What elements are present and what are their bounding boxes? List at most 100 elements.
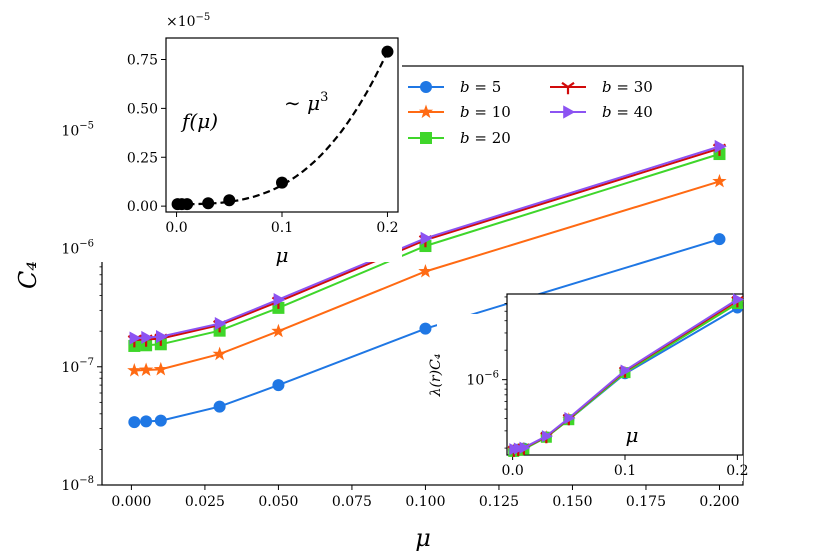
inset-a-background: [96, 12, 402, 262]
inset-a-xlabel: μ: [276, 243, 289, 267]
inset-a-ytick-label: 0.75: [127, 53, 158, 69]
annotation-base: μ: [307, 91, 320, 115]
legend-label-4: b = 40: [602, 103, 653, 121]
inset-a-annotation: ∼ μ3: [284, 90, 328, 115]
legend-label-2: b = 20: [460, 129, 511, 147]
legend-value: 40: [634, 103, 653, 121]
main-ytick-label-exp: −8: [79, 475, 94, 486]
legend-var: b: [460, 103, 470, 121]
legend-marker-0: [420, 81, 432, 93]
main-xtick-label: 0.025: [185, 494, 225, 510]
legend-marker-2: [420, 132, 432, 144]
inset-a-ylabel: f(μ): [180, 109, 218, 133]
main-series-0: [128, 233, 726, 429]
main-series-point-4: [141, 330, 154, 345]
main-ytick-label-base: 10: [61, 360, 79, 376]
inset-b-series-point-4: [564, 412, 576, 425]
offset-base: ×10: [166, 14, 196, 30]
main-series-point-0: [128, 416, 141, 429]
main-ytick-label-base: 10: [61, 123, 79, 139]
legend-var: b: [602, 78, 612, 96]
legend-value: 5: [492, 78, 502, 96]
main-series-point-0: [713, 233, 726, 246]
main-xtick-label: 0.075: [332, 494, 372, 510]
inset-a-xtick-label: 0.1: [271, 220, 293, 236]
main-series-point-0: [419, 322, 432, 335]
legend-marker-1: [418, 104, 434, 119]
legend-eq: =: [470, 103, 492, 121]
legend-label-0: b = 5: [460, 78, 501, 96]
annotation-prefix: ∼: [284, 91, 307, 115]
main-series-point-0: [213, 400, 226, 413]
main-series-point-1: [212, 346, 227, 361]
inset-a-offset-text: ×10−5: [166, 12, 210, 30]
inset-b-label-background: [437, 314, 505, 434]
inset-b-xtick-label: 0.2: [726, 463, 748, 479]
inset-b-xlabel: μ: [626, 423, 639, 447]
inset-a-point: [202, 197, 215, 210]
main-xtick-label: 0.000: [111, 494, 151, 510]
main-series-point-4: [714, 139, 727, 154]
legend-marker-3: [561, 81, 575, 95]
main-ytick-label: 10−6: [61, 239, 94, 258]
legend-eq: =: [470, 78, 492, 96]
legend-marker-4: [563, 105, 576, 119]
inset-b-xtick-label: 0.1: [614, 463, 636, 479]
main-series-point-4: [156, 329, 169, 344]
main-series-point-1: [712, 173, 727, 188]
inset-b-series-4: [509, 293, 744, 456]
inset-b-ylabel: λ(r)C₄: [428, 353, 444, 397]
offset-exp: −5: [196, 12, 211, 23]
legend-var: b: [460, 129, 470, 147]
legend-value: 10: [492, 103, 511, 121]
main-axes-frame: [101, 65, 744, 486]
inset-a-point: [223, 194, 236, 207]
main-xtick-label: 0.150: [552, 494, 592, 510]
main-series-point-1: [139, 362, 154, 376]
main-series-point-4: [129, 331, 142, 345]
main-ytick-label: 10−8: [61, 475, 94, 494]
main-ytick-label-exp: −5: [79, 120, 94, 131]
legend-eq: =: [470, 129, 492, 147]
main-ytick-label: 10−7: [61, 357, 94, 376]
main-xtick-label: 0.175: [626, 494, 666, 510]
main-series-point-1: [153, 361, 168, 376]
main-series-4: [129, 139, 727, 345]
legend-var: b: [602, 103, 612, 121]
inset-a-point: [181, 198, 194, 211]
inset-a-xtick-label: 0.0: [165, 220, 187, 236]
main-ytick-label-exp: −6: [79, 239, 94, 250]
main-series-point-1: [127, 363, 142, 377]
inset-a-point: [276, 176, 288, 189]
legend-value: 20: [492, 129, 511, 147]
inset-a-point: [381, 45, 394, 58]
main-series-1: [127, 173, 727, 377]
legend-label-1: b = 10: [460, 103, 511, 121]
inset-b-ytick-label: 10−6: [466, 370, 499, 389]
legend-value: 30: [634, 78, 653, 96]
main-series-point-0: [154, 414, 167, 427]
main-ytick-label-base: 10: [61, 478, 79, 494]
inset-b-series-point-4: [620, 364, 632, 377]
inset-a-ytick-label: 0.25: [127, 150, 158, 166]
main-xtick-label: 0.100: [405, 494, 445, 510]
main-ytick-label: 10−5: [61, 120, 94, 139]
main-series-point-0: [140, 415, 153, 428]
main-xtick-label: 0.125: [479, 494, 519, 510]
main-ytick-label-base: 10: [61, 242, 79, 258]
main-xtick-label: 0.050: [258, 494, 298, 510]
legend-label-3: b = 30: [602, 78, 653, 96]
main-series-point-4: [273, 292, 286, 307]
inset-b-series-point-4: [541, 430, 553, 443]
annotation-exp: 3: [320, 90, 328, 105]
main-series-point-0: [272, 379, 285, 392]
legend-var: b: [460, 78, 470, 96]
legend-eq: =: [612, 78, 634, 96]
main-ylabel: C₄: [14, 261, 42, 289]
main-xlabel: μ: [415, 524, 431, 552]
main-series-point-1: [418, 264, 433, 278]
inset-b-series-point-4: [732, 293, 744, 306]
legend-eq: =: [612, 103, 634, 121]
main-ytick-label-exp: −7: [79, 357, 94, 368]
